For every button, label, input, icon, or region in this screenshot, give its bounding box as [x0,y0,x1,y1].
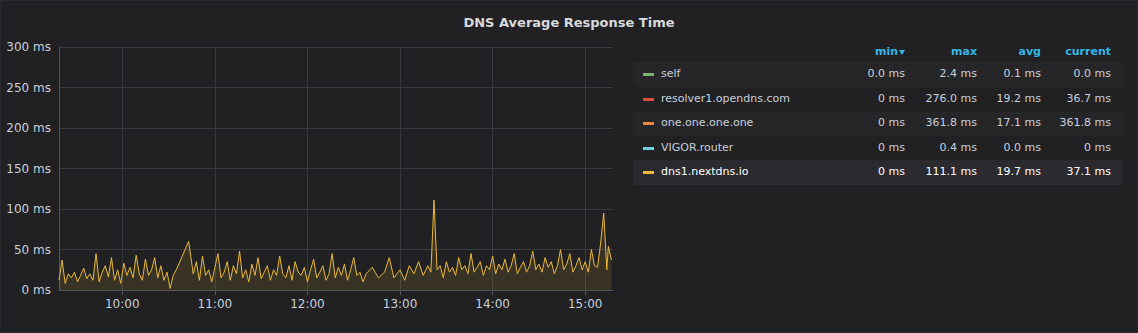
html-text:0 ms: 0 ms [878,116,905,129]
html-text:2.4 ms: 2.4 ms [939,67,977,80]
html-text:0 ms: 0 ms [878,91,905,105]
html-text:self: self [661,67,681,80]
html-text:0.1 ms: 0.1 ms [1003,67,1041,80]
html-text:36.7 ms: 36.7 ms [1066,91,1111,105]
html-text:17.1 ms: 17.1 ms [996,116,1041,129]
html-text:DNS Average Response Time: DNS Average Response Time [463,15,675,30]
html-text:111.1 ms: 111.1 ms [925,165,977,178]
html-text:max: max [951,45,977,58]
html-text:37.1 ms: 37.1 ms [1066,165,1111,178]
svg-text:15:00: 15:00 [568,297,603,311]
html-text:0.0 ms: 0.0 ms [867,67,905,80]
html-text:resolver1.opendns.com: resolver1.opendns.com [661,91,790,105]
html-text:0 ms: 0 ms [878,165,905,178]
svg-text:150 ms: 150 ms [6,162,51,176]
svg-text:50 ms: 50 ms [14,243,51,257]
svg-text:11:00: 11:00 [198,297,233,311]
html-text:0 ms: 0 ms [1084,140,1111,154]
html-text:min: min [874,45,898,58]
svg-text:100 ms: 100 ms [6,202,51,216]
svg-text:300 ms: 300 ms [6,40,51,54]
html-text:276.0 ms: 276.0 ms [925,91,977,105]
html-text:361.8 ms: 361.8 ms [925,116,977,129]
html-text:VIGOR.router: VIGOR.router [661,140,734,154]
svg-text:250 ms: 250 ms [6,81,51,95]
svg-text:0 ms: 0 ms [22,283,51,297]
html-text:current: current [1065,45,1111,58]
html-text:19.7 ms: 19.7 ms [996,165,1041,178]
html-text:0.0 ms: 0.0 ms [1003,140,1041,154]
html-text:0 ms: 0 ms [878,140,905,154]
svg-text:10:00: 10:00 [105,297,140,311]
html-text:0.0 ms: 0.0 ms [1073,67,1111,80]
html-text:avg: avg [1018,45,1041,58]
svg-text:200 ms: 200 ms [6,121,51,135]
html-text:361.8 ms: 361.8 ms [1059,116,1111,129]
html-text:one.one.one.one: one.one.one.one [661,116,754,129]
svg-text:12:00: 12:00 [290,297,325,311]
html-text:19.2 ms: 19.2 ms [996,91,1041,105]
svg-text:13:00: 13:00 [383,297,418,311]
html-text:dns1.nextdns.io: dns1.nextdns.io [661,165,749,178]
html-text:0.4 ms: 0.4 ms [939,140,977,154]
svg-text:14:00: 14:00 [475,297,510,311]
